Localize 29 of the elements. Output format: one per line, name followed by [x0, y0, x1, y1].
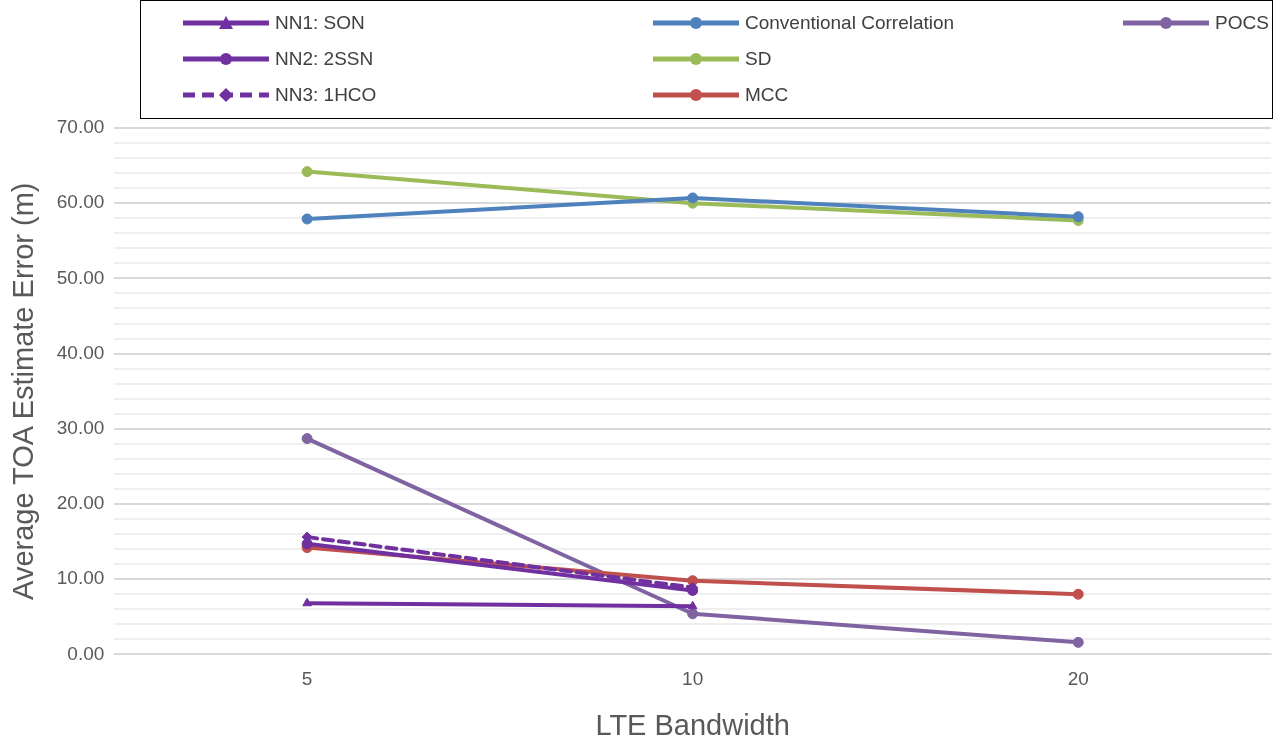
legend-label: Conventional Correlation: [745, 12, 955, 34]
y-tick-label: 20.00: [56, 492, 105, 514]
point: [1072, 588, 1084, 600]
point: [301, 538, 313, 550]
point: [301, 433, 313, 445]
legend-label: NN3: 1HCO: [275, 84, 377, 106]
y-tick-label: 60.00: [56, 191, 105, 213]
y-tick-label: 40.00: [56, 341, 105, 363]
legend-label: NN2: 2SSN: [275, 48, 374, 70]
legend-label: POCS: [1215, 12, 1269, 34]
point: [1072, 636, 1084, 648]
y-tick-label: 10.00: [56, 567, 105, 589]
point: [687, 608, 699, 620]
point: [687, 192, 699, 204]
y-tick-label: 30.00: [56, 417, 105, 439]
y-tick-label: 70.00: [56, 116, 105, 138]
x-tick-label: 5: [301, 668, 313, 690]
x-tick-label: 10: [682, 668, 704, 690]
x-tick-label: 20: [1067, 668, 1089, 690]
y-axis-title: Average TOA Estimate Error (m): [7, 182, 40, 600]
y-tick-label: 50.00: [56, 266, 105, 288]
legend-label: MCC: [745, 84, 789, 106]
y-tick-label: 0.00: [67, 642, 105, 664]
point: [301, 166, 313, 178]
legend-label: SD: [745, 48, 772, 70]
point: [1072, 211, 1084, 223]
x-axis-title: LTE Bandwidth: [595, 708, 790, 741]
point: [301, 213, 313, 225]
legend-label: NN1: SON: [275, 12, 365, 34]
